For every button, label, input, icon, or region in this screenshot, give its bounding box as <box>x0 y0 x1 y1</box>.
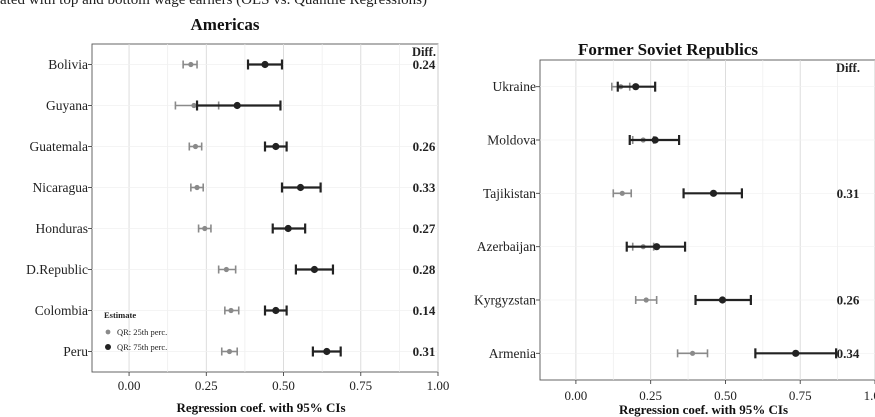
category-label: Peru <box>63 344 88 359</box>
panel-title: Americas <box>191 15 260 34</box>
diff-value: 0.33 <box>413 180 436 195</box>
x-tick-label: 0.50 <box>272 378 295 393</box>
diff-value: 0.31 <box>837 186 860 201</box>
point-estimate <box>192 143 199 150</box>
diff-value: 0.27 <box>413 221 436 236</box>
diff-header: Diff. <box>412 45 436 59</box>
point-estimate <box>792 349 800 357</box>
diff-value: 0.34 <box>837 346 860 361</box>
point-estimate <box>261 60 269 69</box>
category-label: Guyana <box>46 98 88 113</box>
legend-label: QR: 25th perc. <box>117 327 167 337</box>
point-estimate <box>310 265 319 274</box>
category-label: Nicaragua <box>33 180 88 195</box>
diff-value: 0.28 <box>413 262 436 277</box>
category-label: D.Republic <box>26 262 88 277</box>
point-estimate <box>188 61 194 68</box>
point-estimate <box>226 348 233 355</box>
category-label: Kyrgyzstan <box>474 293 536 308</box>
diff-value: 0.26 <box>837 293 860 308</box>
point-estimate <box>643 297 649 303</box>
point-estimate <box>718 296 727 304</box>
category-label: Tajikistan <box>483 186 536 201</box>
x-tick-label: 0.50 <box>714 388 737 403</box>
category-label: Bolivia <box>48 57 88 72</box>
point-estimate <box>689 350 696 356</box>
x-tick-label: 0.25 <box>639 388 662 403</box>
point-estimate <box>653 243 661 251</box>
x-tick-label: 1.00 <box>864 388 875 403</box>
legend-title: Estimate <box>104 310 136 320</box>
point-estimate <box>619 190 625 196</box>
category-label: Azerbaijan <box>477 239 536 254</box>
diff-value: 0.14 <box>413 303 436 318</box>
point-estimate <box>272 142 280 151</box>
point-estimate <box>223 266 229 273</box>
category-label: Colombia <box>35 303 88 318</box>
point-estimate <box>296 183 305 192</box>
x-tick-label: 0.25 <box>195 378 218 393</box>
x-tick-label: 1.00 <box>427 378 450 393</box>
diff-value: 0.26 <box>413 139 436 154</box>
point-estimate <box>632 83 640 91</box>
category-label: Moldova <box>487 133 536 148</box>
x-tick-label: 0.75 <box>349 378 372 393</box>
figure-caption-fragment: ated with top and bottom wage earners (O… <box>0 0 427 8</box>
x-axis-label: Regression coef. with 95% CIs <box>176 400 345 415</box>
category-label: Ukraine <box>493 79 536 94</box>
panel-title: Former Soviet Republics <box>578 40 758 59</box>
point-estimate <box>272 306 280 315</box>
diff-header: Diff. <box>836 61 860 75</box>
point-estimate <box>228 307 234 314</box>
x-tick-label: 0.75 <box>789 388 812 403</box>
x-axis-label: Regression coef. with 95% CIs <box>619 402 788 417</box>
point-estimate <box>323 347 331 356</box>
legend-label: QR: 75th perc. <box>117 342 167 352</box>
diff-value: 0.31 <box>413 344 436 359</box>
category-label: Armenia <box>489 346 536 361</box>
category-label: Guatemala <box>30 139 88 154</box>
point-estimate <box>651 136 659 144</box>
point-estimate <box>194 184 200 191</box>
x-tick-label: 0.00 <box>565 388 588 403</box>
diff-value: 0.24 <box>413 57 436 72</box>
legend-marker <box>105 329 111 335</box>
point-estimate <box>233 101 241 110</box>
x-tick-label: 0.00 <box>118 378 141 393</box>
panel-frame <box>91 43 439 373</box>
panel-frame <box>539 59 875 381</box>
point-estimate <box>284 224 292 233</box>
point-estimate <box>709 189 718 197</box>
legend-marker <box>105 344 111 350</box>
point-estimate <box>202 225 208 232</box>
point-estimate <box>191 102 197 109</box>
category-label: Honduras <box>36 221 89 236</box>
